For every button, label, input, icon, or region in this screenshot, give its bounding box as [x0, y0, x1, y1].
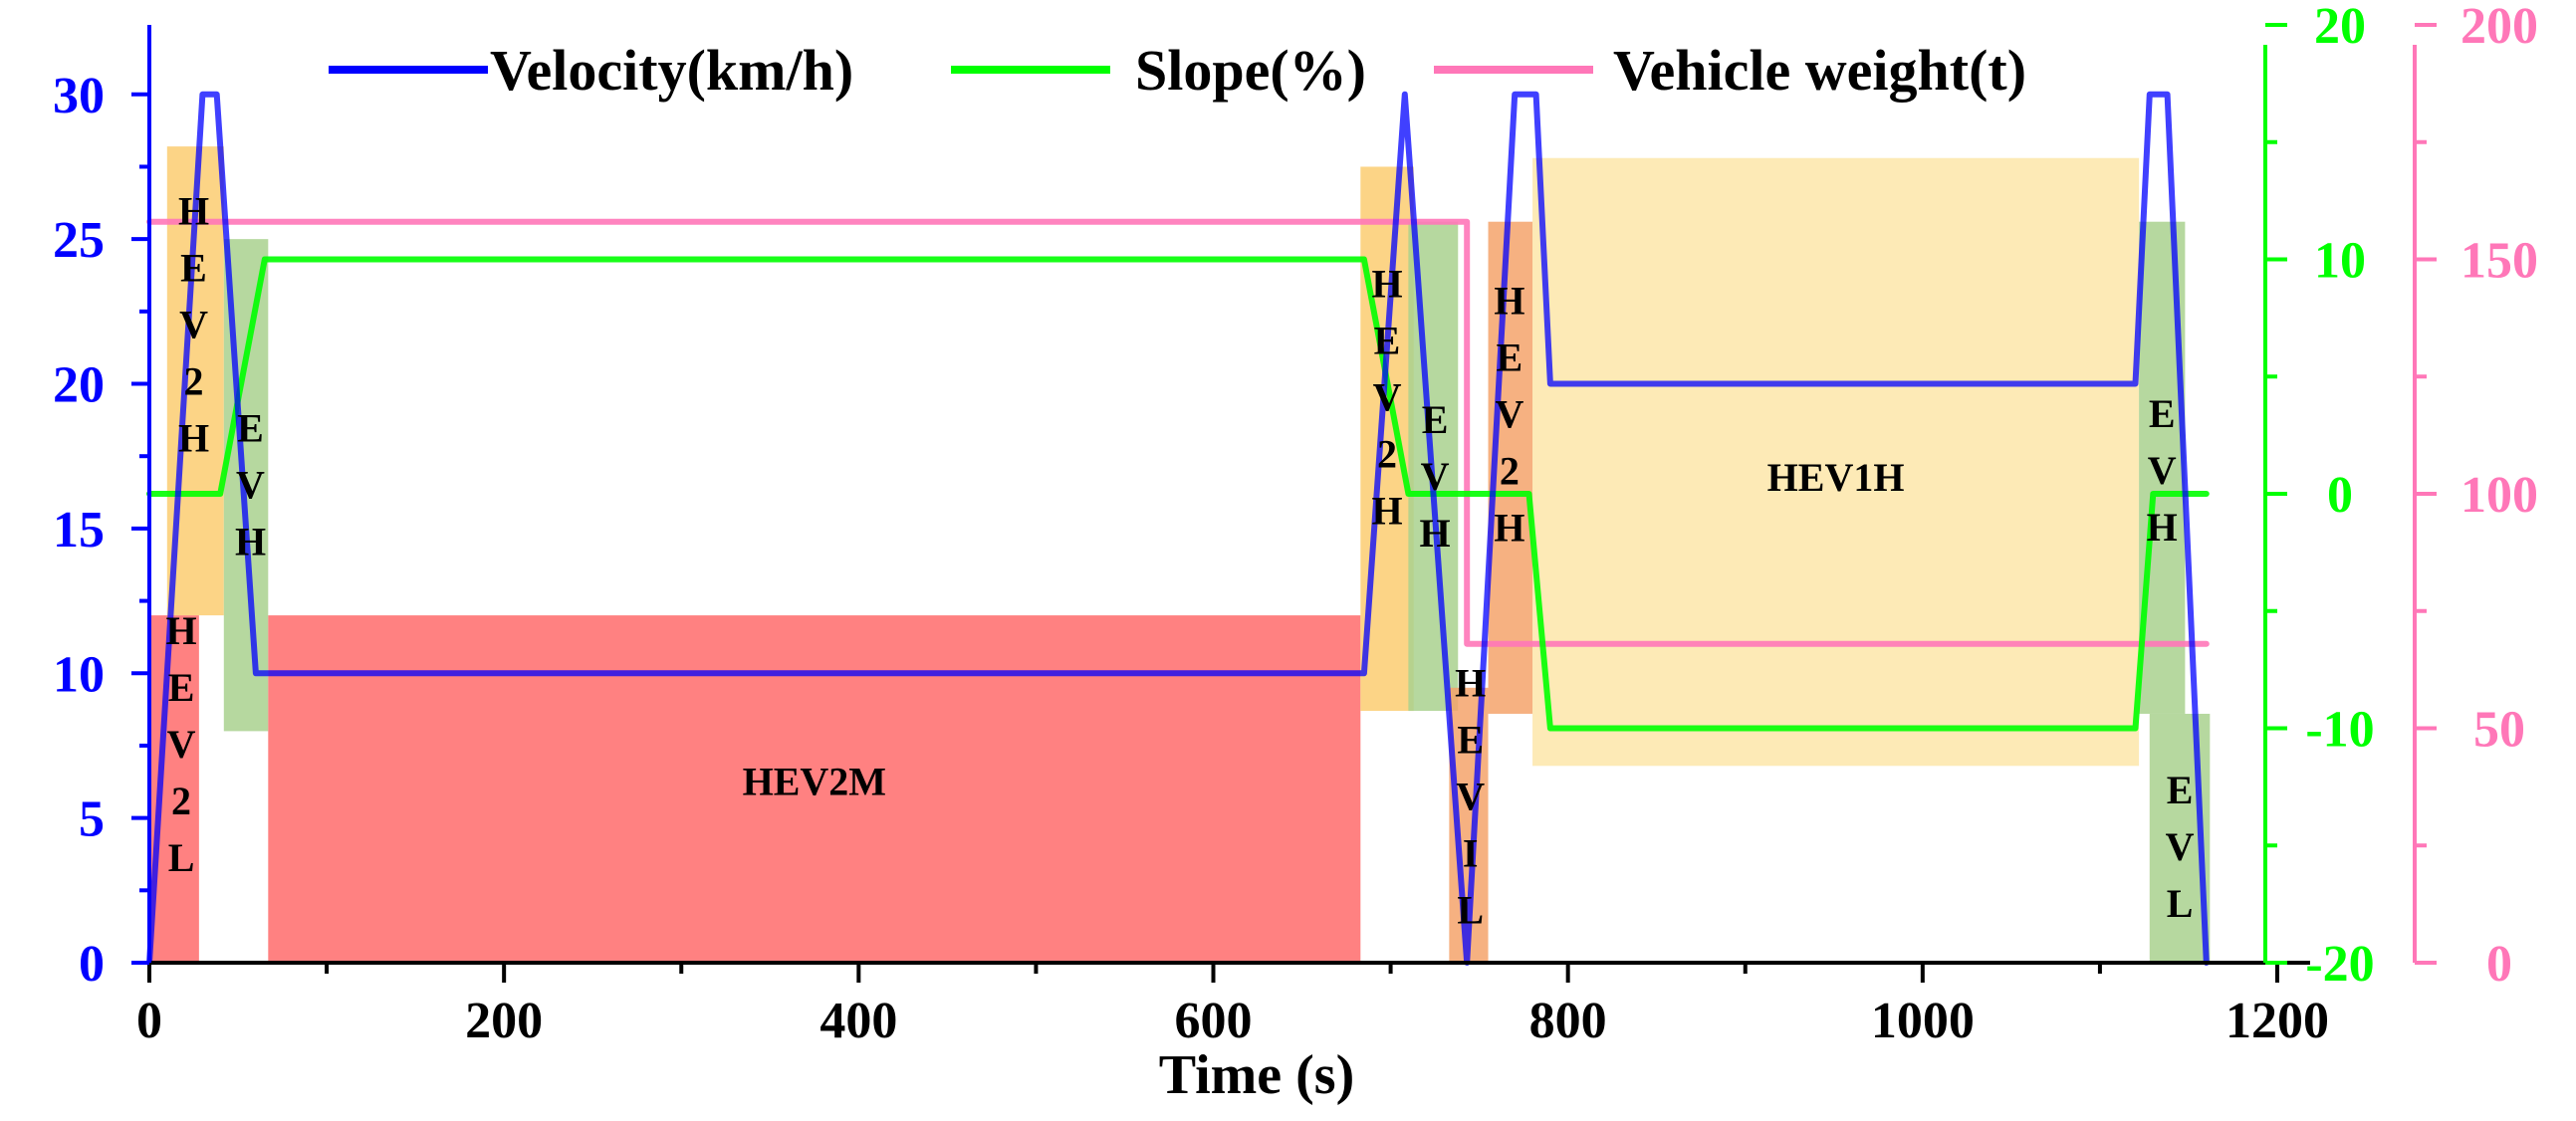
slope-tick-label: -20	[2305, 936, 2374, 993]
series-line-weight	[146, 218, 2210, 647]
x-tick-label: 1200	[2225, 993, 2329, 1049]
velocity-tick-label: 20	[53, 357, 105, 414]
slope-tick-label: 10	[2314, 233, 2366, 290]
legend: Velocity(km/h) Slope(%) Vehicle weight(t)	[329, 38, 2026, 103]
velocity-tick-label: 30	[53, 68, 105, 124]
weight-tick-label: 0	[2486, 936, 2512, 993]
mode-label-hev1h-8: HEV1H	[1767, 455, 1905, 500]
x-tick-label: 200	[465, 993, 543, 1049]
slope-tick-label: 0	[2327, 467, 2353, 524]
x-tick-label: 0	[136, 993, 162, 1049]
velocity-tick-label: 10	[53, 646, 105, 703]
velocity-tick-label: 5	[79, 791, 105, 848]
mode-region-hev1h-8	[1532, 157, 2140, 767]
velocity-tick-label: 15	[53, 502, 105, 559]
velocity-tick-label: 25	[53, 212, 105, 269]
slope-tick-label: 20	[2314, 0, 2366, 55]
weight-tick-label: 150	[2460, 233, 2538, 290]
weight-tick-label: 50	[2473, 702, 2525, 759]
weight-tick-label: 100	[2460, 467, 2538, 524]
x-axis-title: Time (s)	[1159, 1044, 1355, 1106]
mode-label-hev2m-3: HEV2M	[743, 759, 886, 803]
series-line-velocity	[146, 91, 2210, 966]
legend-label-2: Vehicle weight(t)	[1613, 38, 2026, 103]
legend-label-1: Slope(%)	[1135, 38, 1366, 103]
weight-tick-label: 200	[2460, 0, 2538, 55]
mode-regions	[149, 146, 2211, 963]
x-tick-label: 400	[820, 993, 897, 1049]
x-tick-label: 600	[1175, 993, 1253, 1049]
slope-tick-label: -10	[2305, 702, 2374, 759]
x-tick-label: 1000	[1871, 993, 1975, 1049]
mode-labels: H E V 2 L H E V 2 H E V H HEV2M H E V 2 H E V H H E V I L H E V 2 H HEV1…	[165, 189, 2194, 933]
legend-label-0: Velocity(km/h)	[490, 38, 853, 103]
series-lines	[146, 91, 2210, 966]
velocity-tick-label: 0	[79, 936, 105, 993]
series-line-slope	[146, 256, 2210, 732]
axes: 0 200 400 600 800 1000 1200051015202530-20-100…	[53, 0, 2538, 1049]
x-tick-label: 800	[1529, 993, 1607, 1049]
